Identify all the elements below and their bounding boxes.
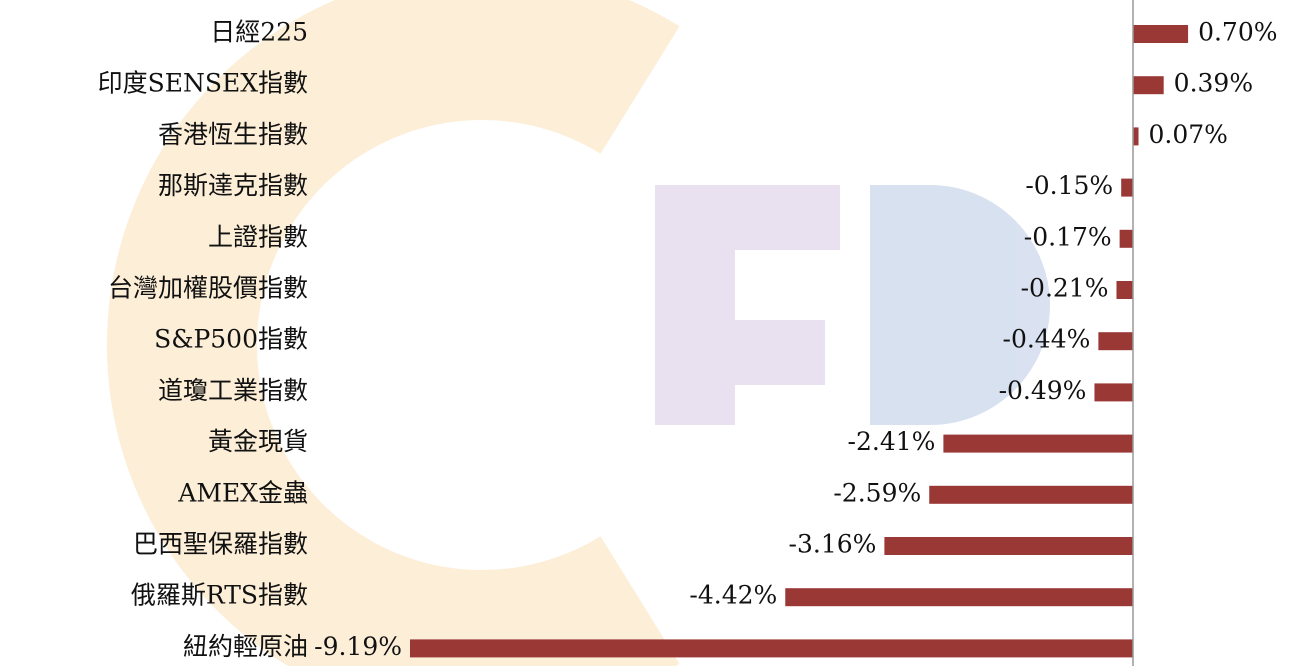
bar [1133, 25, 1189, 43]
bar [1094, 383, 1133, 402]
value-label: -0.49% [999, 376, 1087, 405]
bar [1098, 332, 1133, 351]
watermark [107, 0, 1050, 666]
value-label: -2.41% [848, 427, 936, 456]
bar [785, 588, 1133, 607]
category-label: 巴西聖保羅指數 [133, 530, 308, 559]
category-label: 台灣加權股價指數 [108, 274, 308, 303]
value-label: -9.19% [314, 632, 402, 661]
value-label: 0.70% [1198, 18, 1277, 47]
bar [1121, 178, 1133, 197]
bar [1133, 76, 1164, 95]
watermark-d [870, 185, 1050, 425]
value-label: -0.21% [1021, 274, 1109, 303]
value-label: 0.07% [1149, 120, 1228, 149]
bar [943, 434, 1133, 453]
category-label: 紐約輕原油 [183, 632, 308, 661]
category-label: 那斯達克指數 [158, 171, 308, 200]
bar [1116, 281, 1133, 299]
value-label: -2.59% [833, 478, 921, 507]
category-label: 上證指數 [208, 222, 308, 251]
value-label: -0.17% [1024, 222, 1112, 251]
category-label: 香港恆生指數 [158, 120, 308, 149]
category-label: 日經225 [210, 18, 308, 47]
bar [884, 537, 1133, 555]
value-label: -4.42% [689, 581, 777, 610]
category-label: S&P500指數 [154, 325, 308, 354]
value-label: -0.15% [1025, 171, 1113, 200]
bar [1119, 229, 1133, 248]
value-label: 0.39% [1174, 69, 1253, 98]
bar [1133, 127, 1139, 146]
bar [929, 485, 1133, 504]
value-label: -3.16% [789, 530, 877, 559]
category-label: 黃金現貨 [208, 427, 308, 456]
category-label: AMEX金蟲 [177, 478, 308, 507]
watermark-f [655, 185, 840, 425]
value-label: -0.44% [1003, 325, 1091, 354]
bar [410, 639, 1133, 658]
category-label: 道瓊工業指數 [158, 376, 308, 405]
category-label: 印度SENSEX指數 [98, 69, 308, 98]
category-label: 俄羅斯RTS指數 [131, 581, 308, 610]
